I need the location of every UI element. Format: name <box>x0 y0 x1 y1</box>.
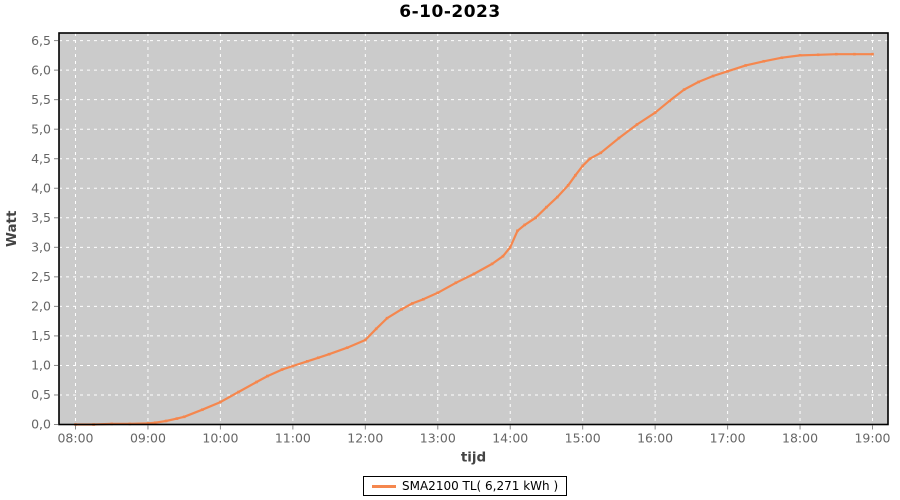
y-tick-label: 5,0 <box>31 121 51 136</box>
x-tick-label: 09:00 <box>130 431 166 446</box>
series-point <box>816 53 820 57</box>
x-tick-label: 08:00 <box>57 431 93 446</box>
x-tick-label: 18:00 <box>782 431 818 446</box>
series-point <box>327 352 331 356</box>
series-point <box>545 205 548 209</box>
y-tick-label: 4,0 <box>31 180 51 195</box>
plot-border <box>58 32 889 426</box>
series-point <box>744 64 748 67</box>
x-tick-label: 17:00 <box>710 431 746 446</box>
series-point <box>834 52 838 56</box>
x-tick-label: 19:00 <box>854 431 890 446</box>
series-point <box>726 70 729 73</box>
series-point <box>501 254 505 258</box>
series-point <box>635 123 639 126</box>
y-tick-label: 2,5 <box>31 269 51 284</box>
series-point <box>374 327 378 331</box>
x-axis-title: tijd <box>461 450 486 466</box>
x-tick-label: 11:00 <box>275 431 311 446</box>
x-tick-label: 12:00 <box>347 431 383 446</box>
series-point <box>266 374 269 378</box>
legend-box: SMA2100 TL( 6,271 kWh ) <box>363 476 568 496</box>
series-point <box>306 360 309 363</box>
y-tick-label: 3,0 <box>31 240 51 255</box>
series-point <box>255 380 258 384</box>
series-point <box>697 80 700 84</box>
y-tick-label: 1,5 <box>31 328 51 343</box>
series-point <box>472 272 476 276</box>
series-point <box>574 173 577 177</box>
y-tick-label: 3,5 <box>31 210 51 225</box>
y-tick-label: 4,5 <box>31 151 51 166</box>
series-point <box>581 164 584 168</box>
series-point <box>345 346 349 350</box>
series-point <box>400 308 403 311</box>
series-point <box>798 54 802 57</box>
series-point <box>523 223 527 227</box>
y-axis-title: Watt <box>4 210 20 247</box>
x-tick-label: 10:00 <box>202 431 238 446</box>
series-point <box>291 364 295 368</box>
series-point <box>146 422 150 425</box>
x-tick-label: 15:00 <box>565 431 601 446</box>
chart-title: 6-10-2023 <box>399 2 501 22</box>
x-tick-label: 16:00 <box>637 431 673 446</box>
series-point <box>182 415 186 419</box>
series-point <box>175 417 179 420</box>
series-point <box>617 136 621 140</box>
y-tick-label: 6,0 <box>31 62 51 77</box>
y-tick-label: 6,5 <box>31 33 51 48</box>
series-point <box>164 419 168 423</box>
series-point <box>871 52 874 56</box>
series-point <box>588 157 592 161</box>
series-line <box>74 53 874 426</box>
series-point <box>762 59 766 63</box>
legend-label: SMA2100 TL( 6,271 kWh ) <box>402 479 559 493</box>
series-point <box>653 111 657 114</box>
x-tick-label: 14:00 <box>492 431 528 446</box>
y-tick-label: 2,0 <box>31 299 51 314</box>
legend-line-swatch <box>372 484 396 488</box>
y-tick-label: 0,0 <box>31 417 51 432</box>
series-point <box>508 246 512 249</box>
series-point <box>711 74 715 78</box>
series-point <box>853 52 856 56</box>
series-point <box>200 408 204 412</box>
x-tick-label: 13:00 <box>420 431 456 446</box>
y-tick-label: 0,5 <box>31 387 51 402</box>
series-point <box>682 88 686 91</box>
plot-background <box>59 33 888 425</box>
series-point <box>411 302 414 305</box>
series-point <box>534 216 537 220</box>
series-point <box>280 368 284 371</box>
series-point <box>153 421 157 425</box>
series-point <box>516 229 519 233</box>
series-point <box>364 338 367 342</box>
series-point <box>316 356 320 360</box>
series-point <box>668 99 671 103</box>
series-point <box>385 316 389 320</box>
series-point <box>599 151 603 155</box>
series-point <box>566 184 570 187</box>
series-point <box>556 195 559 199</box>
series-point <box>436 291 440 295</box>
series-point <box>780 56 784 60</box>
series-point <box>219 400 222 404</box>
series-point <box>237 390 240 394</box>
series-point <box>490 262 494 266</box>
series-point <box>454 281 458 285</box>
y-tick-label: 5,5 <box>31 92 51 107</box>
y-tick-label: 1,0 <box>31 358 51 373</box>
series-point <box>421 297 425 301</box>
